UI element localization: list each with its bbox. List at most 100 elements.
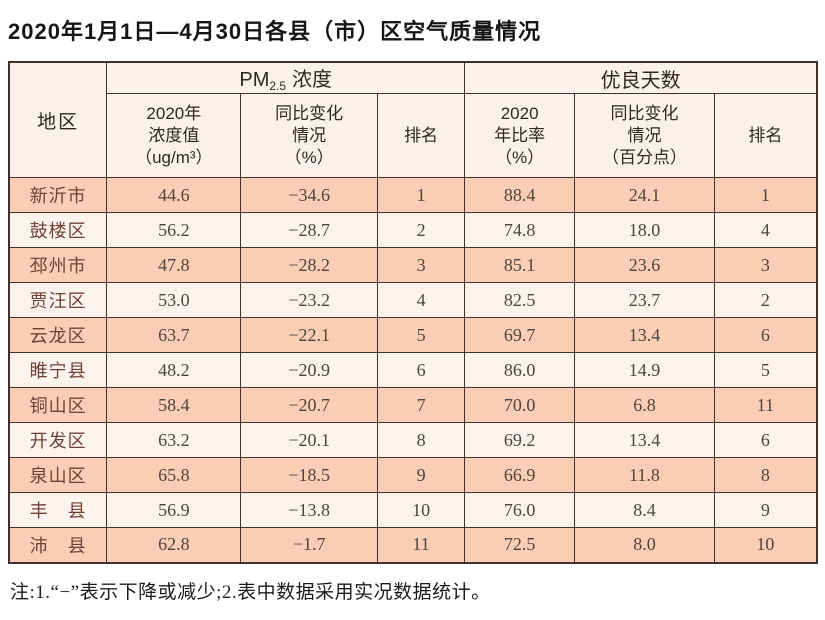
good-ratio-cell: 88.4 <box>464 177 576 213</box>
pm-value-cell: 56.9 <box>106 492 242 528</box>
pm-value-cell: 48.2 <box>106 352 242 388</box>
pm-value-cell: 63.2 <box>106 422 242 458</box>
table-row: 云龙区 63.7 −22.1 5 69.7 13.4 6 <box>8 317 818 353</box>
pm-change-cell: −20.9 <box>240 352 378 388</box>
good-rank-cell: 9 <box>713 492 818 528</box>
pm-change-cell: −20.1 <box>240 422 378 458</box>
good-rank-cell: 3 <box>713 247 818 283</box>
pm-rank-cell: 5 <box>376 317 466 353</box>
pm-rank-cell: 7 <box>376 387 466 423</box>
table-row: 邳州市 47.8 −28.2 3 85.1 23.6 3 <box>8 247 818 283</box>
table-row: 鼓楼区 56.2 −28.7 2 74.8 18.0 4 <box>8 212 818 248</box>
good-rank-cell: 6 <box>713 317 818 353</box>
good-change-cell: 13.4 <box>574 317 715 353</box>
header-good-rank: 排名 <box>713 93 818 178</box>
pm-rank-cell: 2 <box>376 212 466 248</box>
table-row: 沛 县 62.8 −1.7 11 72.5 8.0 10 <box>8 527 818 563</box>
good-ratio-cell: 74.8 <box>464 212 576 248</box>
page: 2020年1月1日—4月30日各县（市）区空气质量情况 地区 PM2.5 浓度 优… <box>8 19 818 603</box>
table-row: 睢宁县 48.2 −20.9 6 86.0 14.9 5 <box>8 352 818 388</box>
table-row: 泉山区 65.8 −18.5 9 66.9 11.8 8 <box>8 457 818 493</box>
pm-value-cell: 62.8 <box>106 527 242 563</box>
table-row: 铜山区 58.4 −20.7 7 70.0 6.8 11 <box>8 387 818 423</box>
good-change-cell: 23.6 <box>574 247 715 283</box>
region-cell: 泉山区 <box>8 457 108 493</box>
pm-value-cell: 63.7 <box>106 317 242 353</box>
pm-value-cell: 65.8 <box>106 457 242 493</box>
header-pm-rank: 排名 <box>376 93 466 178</box>
region-cell: 鼓楼区 <box>8 212 108 248</box>
pm-change-cell: −34.6 <box>240 177 378 213</box>
pm-change-cell: −22.1 <box>240 317 378 353</box>
header-pm-change: 同比变化 情况 （%） <box>240 93 378 178</box>
region-cell: 沛 县 <box>8 527 108 563</box>
region-cell: 云龙区 <box>8 317 108 353</box>
pm-rank-cell: 6 <box>376 352 466 388</box>
good-rank-cell: 6 <box>713 422 818 458</box>
good-change-cell: 11.8 <box>574 457 715 493</box>
pm-rank-cell: 1 <box>376 177 466 213</box>
region-cell: 邳州市 <box>8 247 108 283</box>
pm-rank-cell: 11 <box>376 527 466 563</box>
pm-value-cell: 58.4 <box>106 387 242 423</box>
header-good-days-group: 优良天数 <box>464 61 818 94</box>
pm-rank-cell: 4 <box>376 282 466 318</box>
pm-rank-cell: 9 <box>376 457 466 493</box>
pm-rank-cell: 8 <box>376 422 466 458</box>
good-change-cell: 18.0 <box>574 212 715 248</box>
good-change-cell: 13.4 <box>574 422 715 458</box>
good-rank-cell: 8 <box>713 457 818 493</box>
pm-change-cell: −23.2 <box>240 282 378 318</box>
good-ratio-cell: 72.5 <box>464 527 576 563</box>
pm25-label-subscript: 2.5 <box>269 79 287 93</box>
good-rank-cell: 10 <box>713 527 818 563</box>
pm-change-cell: −13.8 <box>240 492 378 528</box>
good-ratio-cell: 76.0 <box>464 492 576 528</box>
good-ratio-cell: 69.2 <box>464 422 576 458</box>
header-group-row: 地区 PM2.5 浓度 优良天数 <box>8 61 818 178</box>
pm-rank-cell: 3 <box>376 247 466 283</box>
pm-value-cell: 53.0 <box>106 282 242 318</box>
good-rank-cell: 11 <box>713 387 818 423</box>
pm-change-cell: −1.7 <box>240 527 378 563</box>
table-row: 开发区 63.2 −20.1 8 69.2 13.4 6 <box>8 422 818 458</box>
pm-change-cell: −28.2 <box>240 247 378 283</box>
good-change-cell: 8.0 <box>574 527 715 563</box>
pm25-label-rest: 浓度 <box>292 69 333 91</box>
pm-value-cell: 56.2 <box>106 212 242 248</box>
pm-change-cell: −28.7 <box>240 212 378 248</box>
good-ratio-cell: 85.1 <box>464 247 576 283</box>
pm-change-cell: −20.7 <box>240 387 378 423</box>
good-rank-cell: 2 <box>713 282 818 318</box>
header-region: 地区 <box>8 61 108 178</box>
good-change-cell: 8.4 <box>574 492 715 528</box>
good-rank-cell: 4 <box>713 212 818 248</box>
pm25-label-main: PM <box>239 69 270 91</box>
page-title: 2020年1月1日—4月30日各县（市）区空气质量情况 <box>8 19 542 44</box>
region-cell: 开发区 <box>8 422 108 458</box>
header-good-ratio: 2020 年比率 （%） <box>464 93 576 178</box>
region-cell: 贾汪区 <box>8 282 108 318</box>
good-ratio-cell: 69.7 <box>464 317 576 353</box>
pm-change-cell: −18.5 <box>240 457 378 493</box>
table-row: 新沂市 44.6 −34.6 1 88.4 24.1 1 <box>8 177 818 213</box>
pm-value-cell: 44.6 <box>106 177 242 213</box>
header-pm-value: 2020年 浓度值 （ug/m³） <box>106 93 242 178</box>
header-sub-row: 2020年 浓度值 （ug/m³） 同比变化 情况 （%） 排名 2020 年比… <box>9 93 818 178</box>
good-ratio-cell: 86.0 <box>464 352 576 388</box>
header-good-change: 同比变化 情况 （百分点） <box>574 93 715 178</box>
air-quality-table: 地区 PM2.5 浓度 优良天数 2020年 浓度值 （ug/m³） 同比变化 情… <box>8 61 818 564</box>
header-pm25-group: PM2.5 浓度 <box>106 61 466 94</box>
good-ratio-cell: 82.5 <box>464 282 576 318</box>
good-rank-cell: 1 <box>713 177 818 213</box>
region-cell: 新沂市 <box>8 177 108 213</box>
pm-value-cell: 47.8 <box>106 247 242 283</box>
good-change-cell: 14.9 <box>574 352 715 388</box>
table-row: 丰 县 56.9 −13.8 10 76.0 8.4 9 <box>8 492 818 528</box>
table-row: 贾汪区 53.0 −23.2 4 82.5 23.7 2 <box>8 282 818 318</box>
region-cell: 铜山区 <box>8 387 108 423</box>
good-ratio-cell: 66.9 <box>464 457 576 493</box>
footnote: 注:1.“−”表示下降或减少;2.表中数据采用实况数据统计。 <box>10 581 491 603</box>
good-change-cell: 23.7 <box>574 282 715 318</box>
good-change-cell: 24.1 <box>574 177 715 213</box>
